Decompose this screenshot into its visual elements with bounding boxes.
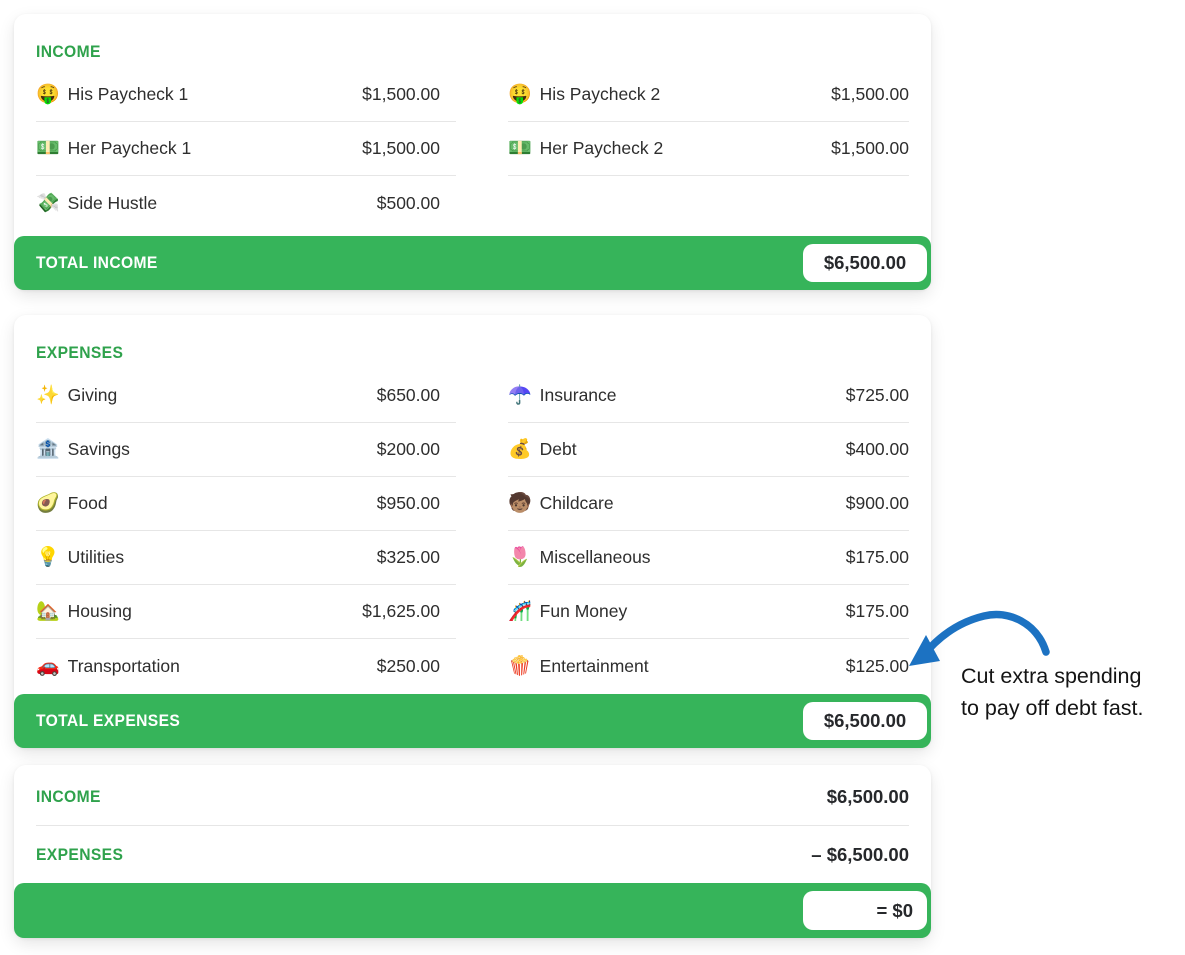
annotation-text: Cut extra spending to pay off debt fast.: [961, 660, 1185, 724]
category-icon: 🎢: [508, 601, 532, 622]
category-icon: 🤑: [508, 84, 532, 105]
category-label: Fun Money: [539, 601, 628, 621]
category-label: Housing: [67, 601, 132, 621]
total-income-bar: TOTAL INCOME $6,500.00: [14, 236, 931, 290]
category-icon: ✨: [36, 385, 60, 406]
summary-label: INCOME: [36, 787, 101, 806]
budget-line-item: 🏡 Housing $1,625.00: [36, 585, 456, 639]
category-label: Childcare: [539, 493, 614, 513]
category-icon: 💡: [36, 547, 60, 568]
budget-line-item: 🌷 Miscellaneous $175.00: [508, 531, 909, 585]
category-label: Savings: [67, 439, 130, 459]
category-icon: 🧒🏽: [508, 493, 532, 514]
income-left-column: 🤑 His Paycheck 1 $1,500.00 💵 Her Paychec…: [36, 68, 456, 230]
category-icon: 💸: [36, 192, 60, 214]
category-icon: 🤑: [36, 84, 60, 105]
category-icon: 🚗: [36, 655, 60, 677]
category-label: Entertainment: [539, 655, 649, 676]
budget-line-item: 💵 Her Paycheck 2 $1,500.00: [508, 122, 909, 176]
income-section-title: INCOME: [36, 42, 101, 61]
budget-line-item: 🤑 His Paycheck 1 $1,500.00: [36, 68, 456, 122]
category-label: Utilities: [67, 547, 125, 567]
budget-line-item: 🥑 Food $950.00: [36, 477, 456, 531]
budget-line-item: 💰 Debt $400.00: [508, 423, 909, 477]
annotation-line-1: Cut extra spending: [961, 664, 1142, 688]
category-amount: $1,500.00: [831, 138, 909, 158]
summary-amount: $6,500.00: [826, 786, 909, 807]
total-expenses-bar: TOTAL EXPENSES $6,500.00: [14, 694, 931, 748]
category-icon: 🥑: [36, 493, 60, 514]
total-expenses-label: TOTAL EXPENSES: [36, 711, 181, 730]
category-amount: $125.00: [845, 655, 909, 676]
category-label: Side Hustle: [67, 192, 158, 213]
category-icon: 🏡: [36, 601, 60, 622]
summary-amount: – $6,500.00: [811, 843, 909, 865]
budget-line-item: 🧒🏽 Childcare $900.00: [508, 477, 909, 531]
total-income-amount: $6,500.00: [803, 244, 927, 282]
budget-line-item: 🏦 Savings $200.00: [36, 423, 456, 477]
category-amount: $175.00: [845, 601, 909, 621]
budget-line-item: 🎢 Fun Money $175.00: [508, 585, 909, 639]
budget-line-item: ✨ Giving $650.00: [36, 369, 456, 423]
category-icon: 💵: [36, 138, 60, 159]
budget-line-item: ☂️ Insurance $725.00: [508, 369, 909, 423]
annotation-line-2: to pay off debt fast.: [961, 696, 1144, 720]
budget-line-item: 🚗 Transportation $250.00: [36, 639, 456, 693]
category-amount: $650.00: [376, 385, 440, 405]
budget-line-item: 💵 Her Paycheck 1 $1,500.00: [36, 122, 456, 176]
total-income-label: TOTAL INCOME: [36, 253, 158, 272]
category-label: Insurance: [539, 385, 617, 405]
expenses-section-title: EXPENSES: [36, 343, 124, 362]
category-label: Giving: [67, 385, 118, 405]
category-amount: $200.00: [376, 439, 440, 459]
category-label: Transportation: [67, 655, 180, 676]
category-amount: $500.00: [376, 192, 440, 213]
expenses-left-column: ✨ Giving $650.00 🏦 Savings $200.00: [36, 369, 456, 693]
category-amount: $325.00: [376, 547, 440, 567]
category-label: His Paycheck 1: [67, 84, 189, 104]
category-amount: $1,625.00: [362, 601, 440, 621]
category-label: Debt: [539, 439, 577, 459]
budget-line-item: 🍿 Entertainment $125.00: [508, 639, 909, 693]
summary-label: EXPENSES: [36, 844, 124, 864]
hand-drawn-arrow-icon: [909, 610, 1050, 666]
category-icon: 💵: [508, 138, 532, 159]
expenses-columns: ✨ Giving $650.00 🏦 Savings $200.00: [36, 369, 909, 693]
category-label: Food: [67, 493, 108, 513]
category-icon: 🍿: [508, 655, 532, 677]
total-expenses-amount: $6,500.00: [803, 702, 927, 740]
category-amount: $900.00: [845, 493, 909, 513]
category-amount: $725.00: [845, 385, 909, 405]
category-icon: 💰: [508, 439, 532, 460]
category-amount: $1,500.00: [362, 84, 440, 104]
budget-line-item: 💡 Utilities $325.00: [36, 531, 456, 585]
summary-row: INCOME $6,500.00: [36, 769, 909, 826]
category-label: Her Paycheck 1: [67, 138, 192, 158]
income-columns: 🤑 His Paycheck 1 $1,500.00 💵 Her Paychec…: [36, 68, 909, 230]
budget-line-item: 🤑 His Paycheck 2 $1,500.00: [508, 68, 909, 122]
income-right-column: 🤑 His Paycheck 2 $1,500.00 💵 Her Paychec…: [508, 68, 909, 176]
category-label: His Paycheck 2: [539, 84, 661, 104]
summary-rows: INCOME $6,500.00 EXPENSES – $6,500.00: [36, 769, 909, 883]
category-label: Her Paycheck 2: [539, 138, 664, 158]
category-amount: $1,500.00: [831, 84, 909, 104]
category-amount: $175.00: [845, 547, 909, 567]
summary-row: EXPENSES – $6,500.00: [36, 826, 909, 883]
category-amount: $400.00: [845, 439, 909, 459]
budget-line-item: 💸 Side Hustle $500.00: [36, 176, 456, 230]
zero-balance-amount: = $0: [803, 891, 927, 930]
zero-balance-bar: = $0: [14, 883, 931, 938]
category-amount: $1,500.00: [362, 138, 440, 158]
category-icon: 🏦: [36, 439, 60, 460]
category-icon: 🌷: [508, 547, 532, 568]
category-amount: $950.00: [376, 493, 440, 513]
income-card: INCOME 🤑 His Paycheck 1 $1,500.00: [14, 14, 931, 290]
summary-card: INCOME $6,500.00 EXPENSES – $6,500.00 = …: [14, 765, 931, 938]
category-label: Miscellaneous: [539, 547, 651, 567]
expenses-card: EXPENSES ✨ Giving $650.00 🏦: [14, 315, 931, 748]
expenses-right-column: ☂️ Insurance $725.00 💰 Debt $400.00: [508, 369, 909, 693]
category-icon: ☂️: [508, 385, 532, 406]
category-amount: $250.00: [376, 655, 440, 676]
